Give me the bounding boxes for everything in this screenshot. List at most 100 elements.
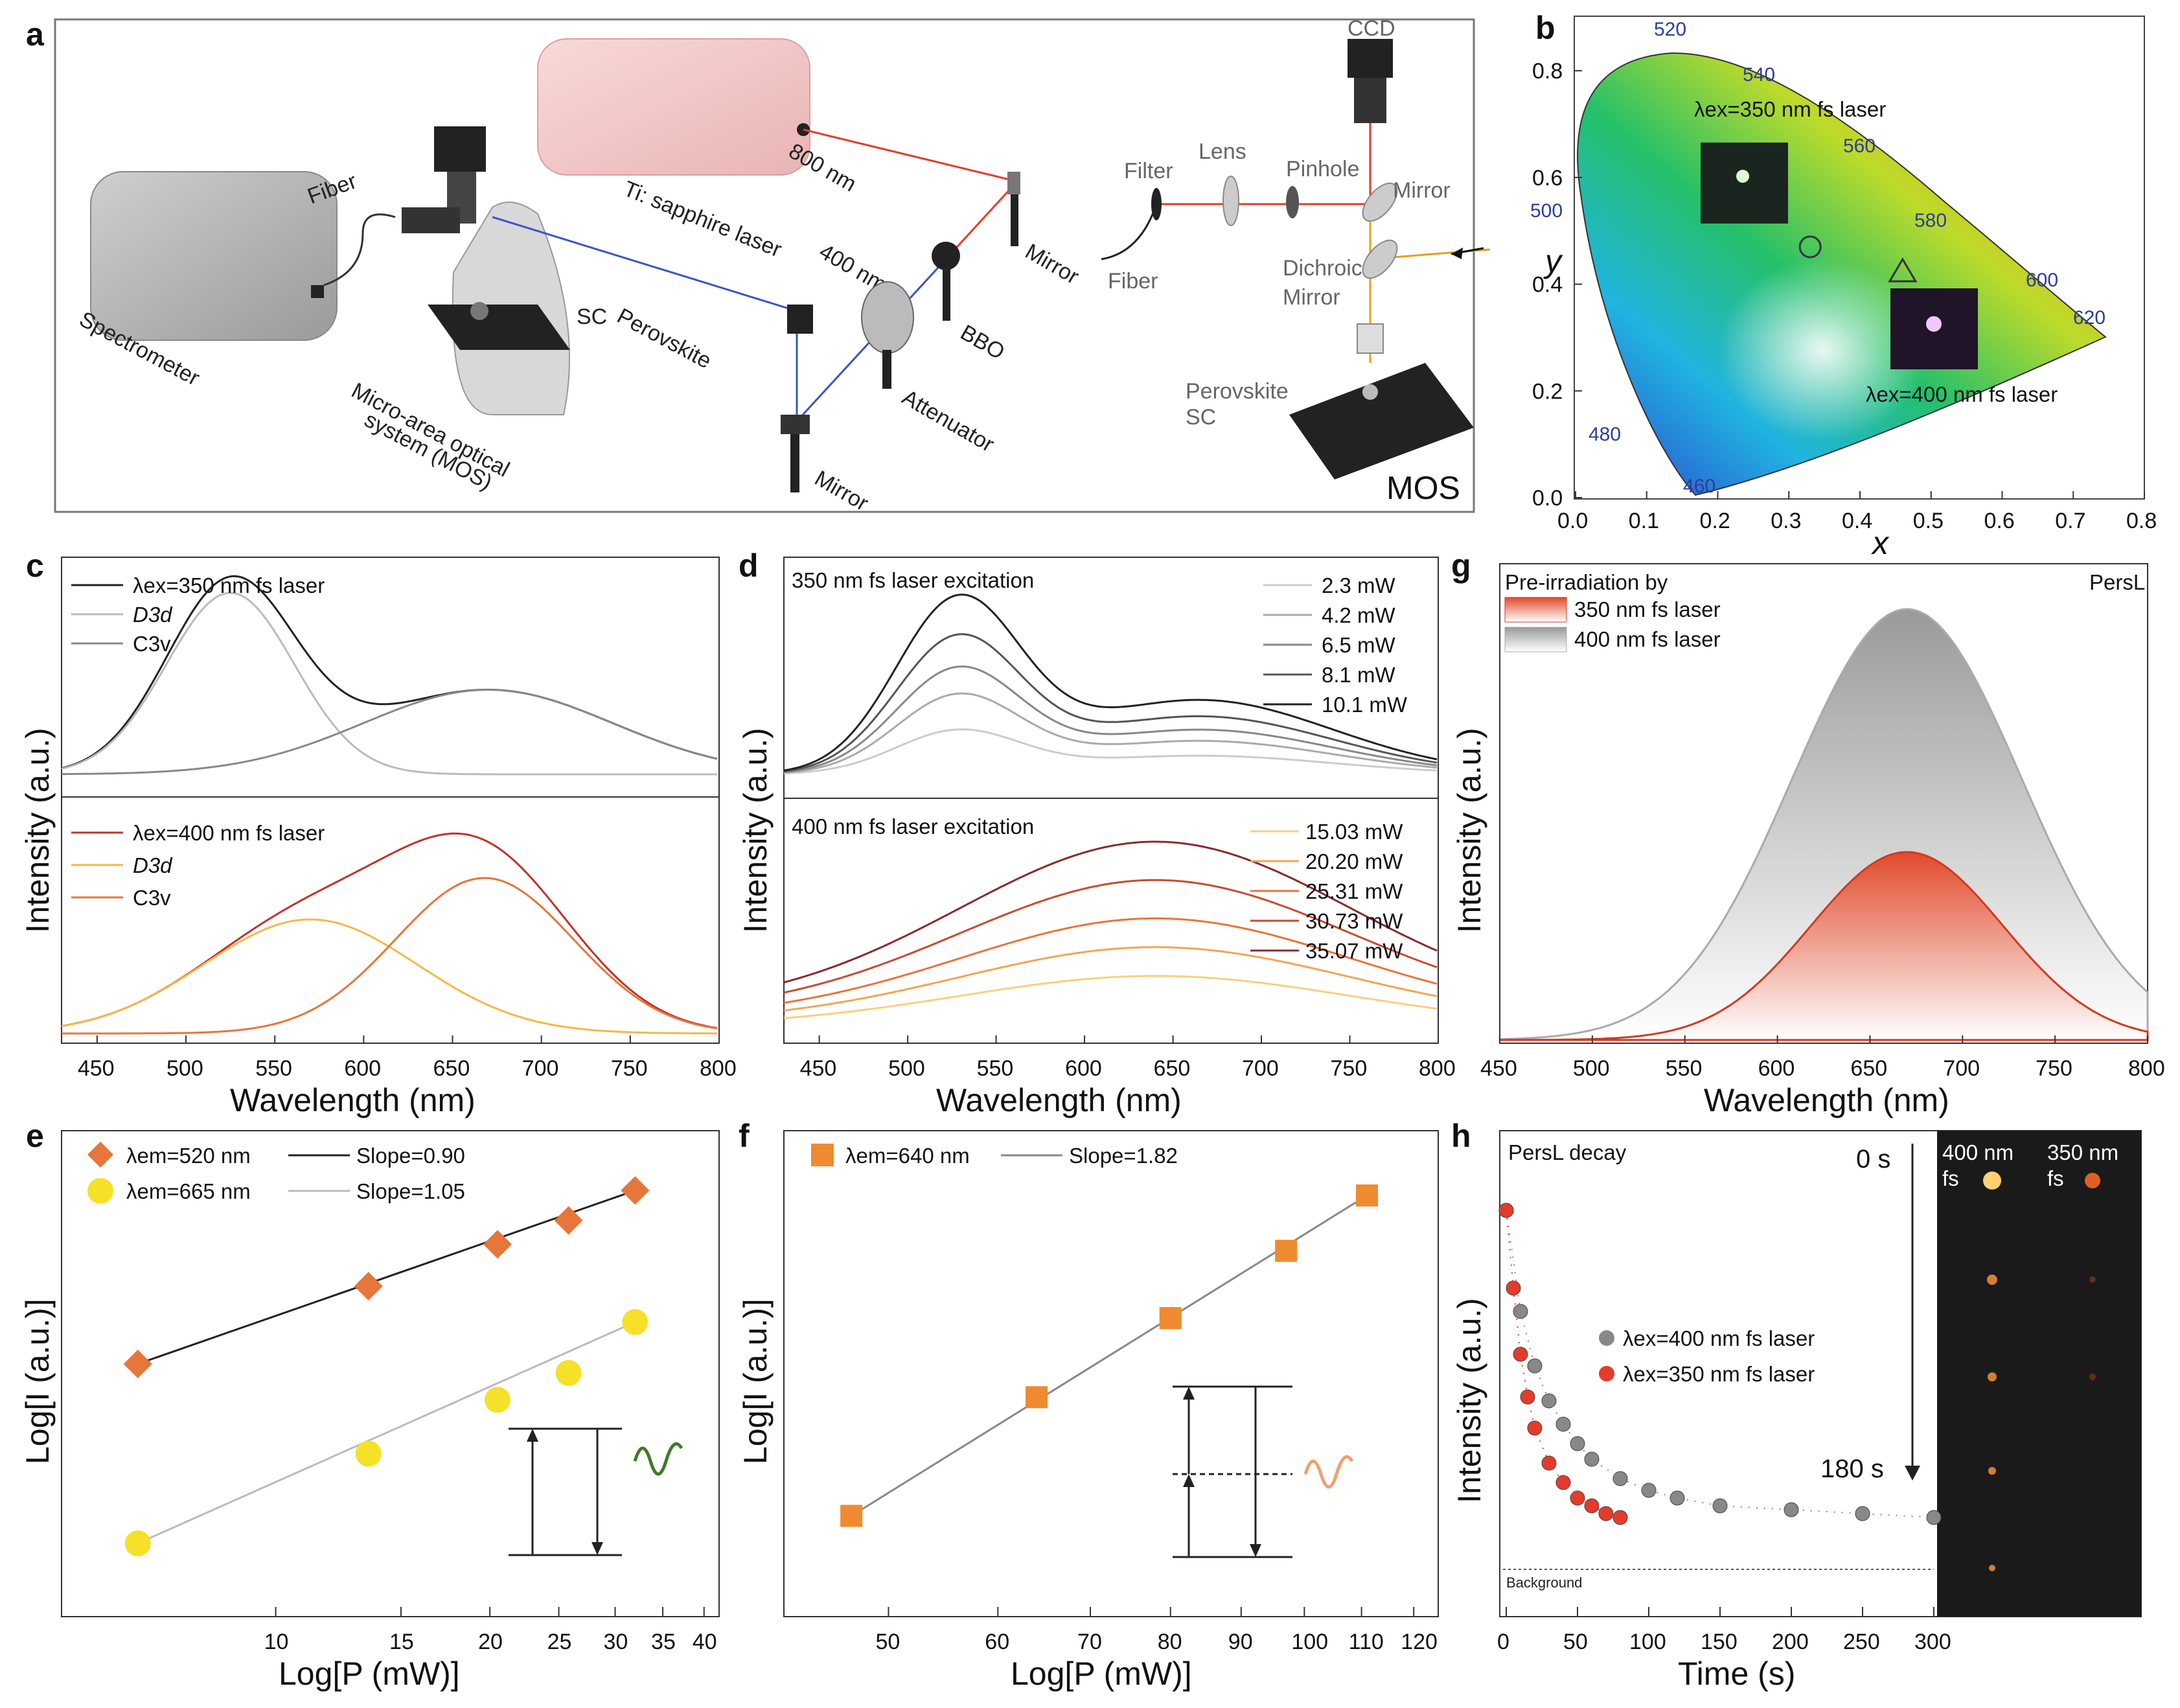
h-point-350-3 [1520, 1389, 1535, 1405]
g-tick-label-6: 750 [2036, 1056, 2072, 1081]
cie-wavelength-labels: 460 480 500 520 540 560 580 600 620 [1530, 19, 2105, 497]
spectrometer-box [90, 171, 338, 341]
cie-wl-600: 600 [2026, 270, 2058, 291]
panel-d: d 350 nm fs laser excitation 400 nm fs l… [737, 548, 1456, 1118]
d-bot-curve-4 [783, 840, 1438, 984]
h-background-label: Background [1506, 1575, 1582, 1591]
f-point-0 [840, 1505, 863, 1527]
cie-xtick-label-2: 0.2 [1700, 509, 1730, 533]
g-legend-title: Pre-irradiation by [1505, 570, 1668, 594]
d-top-curve-0 [783, 728, 1438, 774]
d-top-leg-1: 4.2 mW [1322, 603, 1396, 627]
cie-xtick-label-1: 0.1 [1629, 509, 1659, 533]
f-tick-label-7: 120 [1401, 1630, 1438, 1654]
sc-2-label: SC [1186, 405, 1216, 430]
e-tick-label-1: 15 [389, 1630, 414, 1654]
f-tick-label-2: 70 [1077, 1630, 1102, 1654]
panel-b: b 0.0 0.1 0.2 0.3 0.4 0.5 0.6 0.7 0.8 0.00.20.40… [1530, 10, 2157, 561]
h-point-400-13 [1926, 1510, 1942, 1525]
d-bot-leg-4: 35.07 mW [1305, 939, 1403, 963]
c-tick-label-1: 500 [166, 1056, 203, 1081]
lens-label: Lens [1199, 139, 1246, 164]
c-tick-label-2: 550 [255, 1056, 292, 1081]
d-top-leg-4: 10.1 mW [1322, 693, 1408, 717]
h-plot [1498, 1203, 1942, 1525]
e-fit-line-0 [137, 1189, 636, 1365]
f-leg-1: λem=640 nm [845, 1144, 970, 1168]
cie-xtick-label-0: 0.0 [1557, 509, 1588, 533]
h-trend-1 [1506, 1210, 1621, 1518]
d-top-curve-3 [783, 633, 1438, 772]
e-x-label: Log[P (mW)] [279, 1656, 460, 1692]
panel-e-letter: e [26, 1118, 44, 1154]
f-tick-label-1: 60 [985, 1630, 1009, 1654]
f-x-ticks: 50 60 70 80 90 100 110 120 [875, 1607, 1438, 1654]
e-plot [123, 1176, 650, 1556]
panel-h-letter: h [1451, 1118, 1471, 1154]
h-title: PersL decay [1508, 1140, 1627, 1164]
panel-e: e 10 15 20 25 30 35 40 Log[P (mW)] Log[I (a.u.… [19, 1118, 720, 1692]
g-legend-400: 400 nm fs laser [1574, 627, 1721, 651]
c-x-label: Wavelength (nm) [230, 1082, 476, 1118]
photo-400-spot [1926, 316, 1942, 332]
beam-800nm [803, 128, 1018, 183]
c-tick-label-7: 800 [700, 1056, 737, 1081]
g-tick-label-5: 700 [1943, 1056, 1980, 1081]
f-tick-label-6: 110 [1349, 1630, 1384, 1654]
d-top-curve-2 [783, 665, 1438, 773]
d-bottom-legend: 15.03 mW 20.20 mW 25.31 mW 30.73 mW 35.07 mW [1250, 820, 1403, 963]
c-x-ticks: 450 500 550 600 650 700 750 800 [78, 1035, 737, 1081]
label-350: λex=350 nm fs laser [1694, 97, 1886, 121]
cie-x-label: x [1871, 525, 1890, 561]
d-top-leg-2: 6.5 mW [1322, 633, 1396, 657]
cie-y-ticks: 0.0 0.2 0.4 0.6 0.8 [1532, 59, 1582, 511]
panel-a-letter: a [26, 16, 45, 52]
h-t180: 180 s [1820, 1455, 1884, 1483]
cie-wl-560: 560 [1843, 135, 1876, 157]
h-point-400-3 [1541, 1393, 1557, 1409]
c-leg-6: C3v [133, 886, 171, 910]
e-point-520-3 [554, 1206, 583, 1235]
h-spot-400-2 [1988, 1372, 1997, 1381]
g-350-curve [1500, 851, 2149, 1041]
f-tick-label-5: 100 [1291, 1630, 1328, 1654]
h-point-400-12 [1855, 1506, 1870, 1521]
h-tick-label-2: 100 [1629, 1630, 1666, 1654]
f-tick-label-0: 50 [875, 1630, 900, 1654]
cie-ytick-label-0: 0.0 [1532, 486, 1563, 511]
d-frame [783, 557, 1439, 1044]
f-tick-label-3: 80 [1158, 1630, 1182, 1654]
d-y-label: Intensity (a.u.) [737, 728, 774, 933]
cie-wl-620: 620 [2073, 307, 2105, 329]
c-leg-2: D3d [133, 603, 173, 627]
c-leg-4: λex=400 nm fs laser [133, 821, 325, 845]
f-point-4 [1355, 1184, 1378, 1206]
h-y-label: Intensity (a.u.) [1451, 1298, 1487, 1503]
h-point-350-2 [1513, 1346, 1528, 1362]
cie-wl-580: 580 [1914, 210, 1947, 231]
g-tick-label-7: 800 [2128, 1056, 2165, 1081]
e-point-665-2 [484, 1387, 511, 1413]
h-col400-b: fs [1942, 1166, 1959, 1190]
f-leg-2: Slope=1.82 [1069, 1144, 1178, 1168]
h-tick-label-6: 300 [1914, 1630, 1951, 1654]
e-leg-1: λem=520 nm [126, 1144, 251, 1168]
mos-label: MOS [1386, 470, 1460, 506]
e-tick-label-2: 20 [478, 1630, 503, 1654]
e-point-520-0 [123, 1350, 152, 1378]
pinhole-label: Pinhole [1286, 157, 1359, 181]
cie-xtick-label-7: 0.7 [2055, 509, 2085, 533]
d-bottom-title: 400 nm fs laser excitation [792, 814, 1034, 838]
c-y-label: Intensity (a.u.) [19, 728, 56, 933]
d-tick-label-2: 550 [977, 1056, 1014, 1081]
h-t0: 0 s [1856, 1145, 1890, 1173]
d-bot-leg-1: 20.20 mW [1305, 849, 1403, 873]
c-tick-label-5: 700 [522, 1056, 559, 1081]
e-point-665-0 [124, 1530, 151, 1556]
f-y-label: Log[I (a.u.)] [737, 1298, 774, 1464]
g-legend-350: 350 nm fs laser [1574, 597, 1721, 621]
g-tick-label-3: 600 [1758, 1056, 1795, 1081]
e-tick-label-0: 10 [264, 1630, 289, 1654]
d-top-leg-0: 2.3 mW [1322, 573, 1396, 597]
